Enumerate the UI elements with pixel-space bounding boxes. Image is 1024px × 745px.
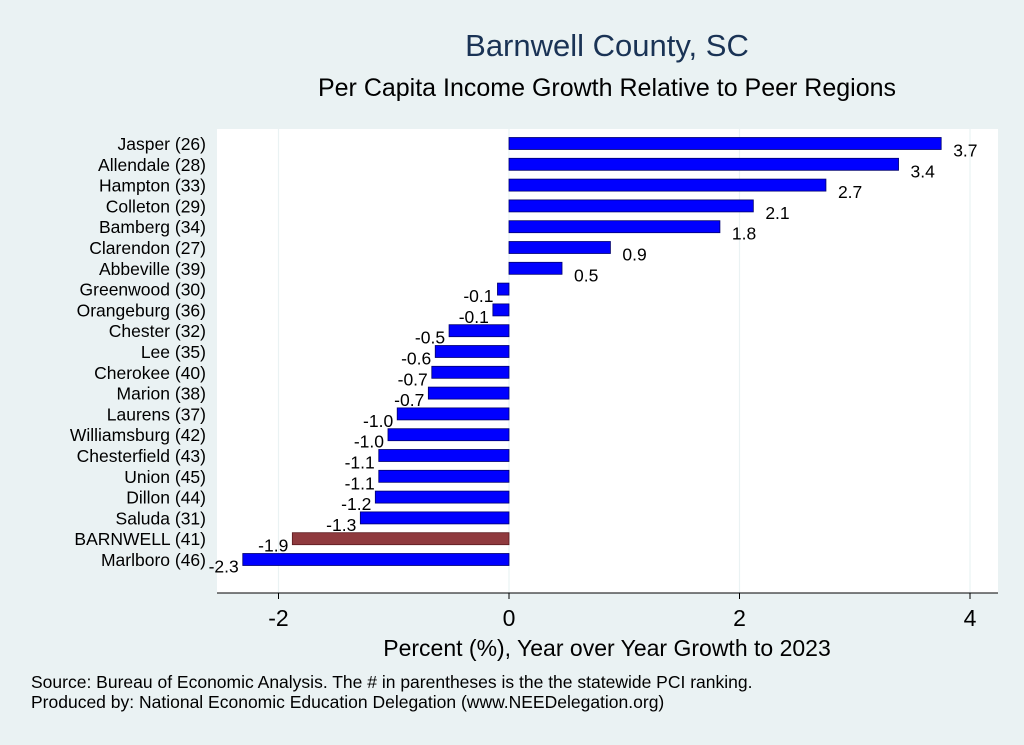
value-label: -1.0	[354, 432, 384, 452]
value-label: -1.1	[345, 473, 375, 493]
value-label: -0.7	[394, 390, 424, 410]
category-label: Marlboro (46)	[101, 550, 206, 570]
bar	[396, 407, 510, 421]
value-label: 0.9	[622, 245, 646, 265]
chart-subtitle: Per Capita Income Growth Relative to Pee…	[317, 74, 897, 102]
category-label: Allendale (28)	[98, 155, 206, 175]
bars	[242, 137, 942, 566]
bar	[431, 365, 510, 379]
x-axis-ticks: -2 0 2 4	[268, 593, 977, 631]
value-label: -0.1	[459, 307, 489, 327]
bar	[427, 386, 510, 400]
bar	[378, 469, 510, 483]
category-label: Cherokee (40)	[94, 363, 206, 383]
value-label: -0.7	[398, 369, 428, 389]
value-label: -1.0	[363, 411, 393, 431]
produced-by-note: Produced by: National Economic Education…	[31, 692, 665, 712]
value-label: -2.3	[209, 557, 239, 577]
value-label: 2.1	[765, 203, 789, 223]
category-label: Bamberg (34)	[99, 217, 206, 237]
category-label: Chester (32)	[109, 321, 206, 341]
value-label: -1.3	[326, 515, 356, 535]
bar	[378, 449, 510, 462]
value-label: -1.2	[341, 494, 371, 514]
category-label: Orangeburg (36)	[77, 300, 206, 320]
value-labels: 3.73.42.72.11.80.90.5-0.1-0.1-0.5-0.6-0.…	[209, 141, 978, 577]
bar	[492, 303, 510, 317]
source-note: Source: Bureau of Economic Analysis. The…	[31, 672, 753, 692]
category-label: Jasper (26)	[117, 134, 206, 154]
value-label: 3.7	[953, 141, 977, 161]
bar	[508, 241, 611, 254]
bar	[508, 178, 827, 192]
x-tick-label: 2	[733, 605, 746, 631]
x-tick-label: 0	[503, 605, 516, 631]
category-label: Abbeville (39)	[99, 259, 206, 279]
category-label: Williamsburg (42)	[70, 425, 206, 445]
category-label: Laurens (37)	[107, 404, 206, 424]
bar	[242, 553, 510, 566]
bar	[387, 428, 510, 442]
category-label: Hampton (33)	[99, 176, 206, 196]
bar	[359, 511, 510, 525]
category-label: Clarendon (27)	[89, 238, 206, 258]
bar	[448, 324, 510, 338]
category-label: Saluda (31)	[116, 508, 206, 528]
value-label: -1.1	[345, 453, 375, 473]
bar	[434, 345, 510, 358]
x-tick-label: 4	[964, 605, 977, 631]
value-label: -1.9	[258, 536, 288, 556]
bar-highlight	[291, 532, 510, 546]
category-label: Lee (35)	[141, 342, 206, 362]
category-label: Marion (38)	[117, 384, 206, 404]
chart-title: Barnwell County, SC	[465, 28, 749, 63]
bar	[374, 490, 510, 504]
value-label: 1.8	[732, 224, 756, 244]
value-label: 0.5	[574, 265, 598, 285]
value-label: 3.4	[911, 161, 936, 181]
value-label: 2.7	[838, 182, 862, 202]
bar	[508, 261, 563, 275]
category-label: Colleton (29)	[106, 196, 206, 216]
category-label: BARNWELL (41)	[74, 529, 206, 549]
bar	[508, 199, 754, 213]
x-tick-label: -2	[268, 605, 288, 631]
category-label: Chesterfield (43)	[77, 446, 206, 466]
bar	[508, 137, 942, 150]
category-label: Dillon (44)	[126, 488, 206, 508]
value-label: -0.5	[415, 328, 445, 348]
category-label: Union (45)	[124, 467, 206, 487]
category-label: Greenwood (30)	[80, 280, 206, 300]
bar	[508, 220, 721, 234]
value-label: -0.1	[463, 286, 493, 306]
value-label: -0.6	[401, 349, 431, 369]
bar	[508, 157, 899, 171]
category-labels: Jasper (26)Allendale (28)Hampton (33)Col…	[70, 134, 206, 570]
x-axis-label: Percent (%), Year over Year Growth to 20…	[383, 635, 831, 661]
bar	[497, 282, 510, 296]
